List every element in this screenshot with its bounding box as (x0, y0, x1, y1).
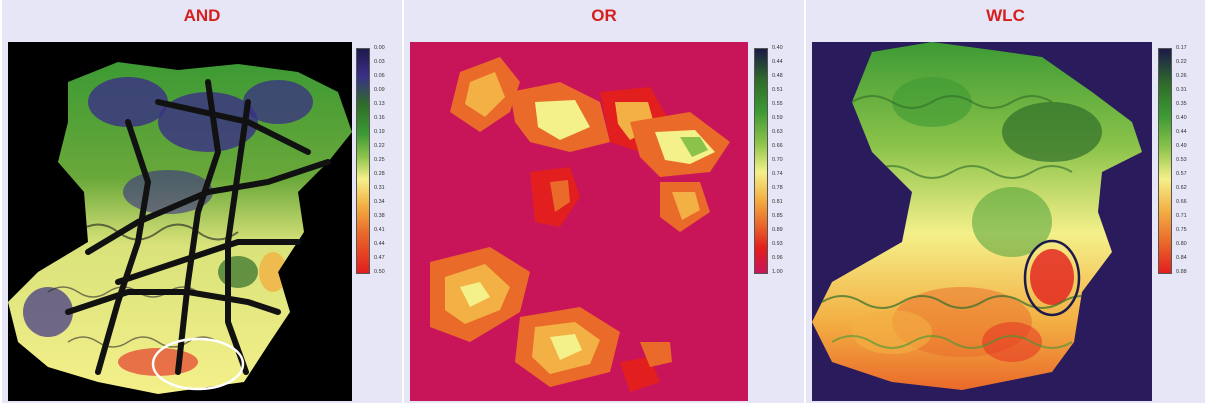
tick-label: 0.06 (374, 73, 385, 79)
legend-and: 0.00 0.03 0.06 0.09 0.13 0.16 0.19 0.22 … (356, 44, 402, 280)
road-network (65, 79, 331, 375)
colorbar-and (356, 48, 370, 274)
colorbar-labels-or: 0.40 0.44 0.48 0.51 0.55 0.59 0.63 0.66 … (772, 44, 798, 280)
tick-label: 0.66 (1176, 199, 1187, 205)
tick-label: 0.41 (374, 227, 385, 233)
highlight-ellipse (151, 337, 245, 391)
suitable-patches (430, 57, 730, 392)
tick-label: 0.47 (374, 255, 385, 261)
tick-label: 0.49 (1176, 143, 1187, 149)
colorbar-or (754, 48, 768, 274)
colorbar-wlc (1158, 48, 1172, 274)
tick-label: 0.93 (772, 241, 783, 247)
colorbar-labels-and: 0.00 0.03 0.06 0.09 0.13 0.16 0.19 0.22 … (374, 44, 400, 280)
tick-label: 0.89 (772, 227, 783, 233)
tick-label: 0.22 (1176, 59, 1187, 65)
tick-label: 0.31 (374, 185, 385, 191)
tick-label: 0.62 (1176, 185, 1187, 191)
tick-label: 0.74 (772, 171, 783, 177)
tick-label: 0.78 (772, 185, 783, 191)
tick-label: 0.25 (374, 157, 385, 163)
tick-label: 0.09 (374, 87, 385, 93)
tick-label: 0.59 (772, 115, 783, 121)
tick-label: 0.48 (772, 73, 783, 79)
tick-label: 0.22 (374, 143, 385, 149)
tick-label: 0.34 (374, 199, 385, 205)
tick-label: 0.96 (772, 255, 783, 261)
highlight-ellipse (1023, 239, 1081, 317)
tick-label: 0.16 (374, 115, 385, 121)
panel-or: OR (404, 0, 804, 403)
legend-or: 0.40 0.44 0.48 0.51 0.55 0.59 0.63 0.66 … (754, 44, 802, 280)
tick-label: 0.80 (1176, 241, 1187, 247)
tick-label: 0.44 (374, 241, 385, 247)
panel-title-wlc: WLC (986, 6, 1025, 25)
tick-label: 0.81 (772, 199, 783, 205)
suitability-texture (821, 77, 1103, 362)
tick-label: 0.85 (772, 213, 783, 219)
tick-label: 0.31 (1176, 87, 1187, 93)
map-or (410, 42, 748, 401)
tick-label: 0.38 (374, 213, 385, 219)
tick-label: 0.19 (374, 129, 385, 135)
panel-title-and: AND (183, 6, 221, 25)
tick-label: 0.03 (374, 59, 385, 65)
tick-label: 0.63 (772, 129, 783, 135)
tick-label: 0.44 (1176, 129, 1187, 135)
tick-label: 0.26 (1176, 73, 1187, 79)
tick-label: 0.28 (374, 171, 385, 177)
colorbar-labels-wlc: 0.17 0.22 0.26 0.31 0.35 0.40 0.44 0.49 … (1176, 44, 1202, 280)
legend-wlc: 0.17 0.22 0.26 0.31 0.35 0.40 0.44 0.49 … (1158, 44, 1204, 280)
tick-label: 0.50 (374, 269, 385, 275)
map-wlc (812, 42, 1152, 401)
tick-label: 0.40 (772, 45, 783, 51)
tick-label: 0.88 (1176, 269, 1187, 275)
tick-label: 0.00 (374, 45, 385, 51)
tick-label: 0.57 (1176, 171, 1187, 177)
tick-label: 1.00 (772, 269, 783, 275)
panel-title-or: OR (591, 6, 617, 25)
tick-label: 0.51 (772, 87, 783, 93)
tick-label: 0.35 (1176, 101, 1187, 107)
map-and (8, 42, 352, 401)
tick-label: 0.71 (1176, 213, 1187, 219)
panel-and: AND (2, 0, 402, 403)
tick-label: 0.84 (1176, 255, 1187, 261)
tick-label: 0.44 (772, 59, 783, 65)
panel-wlc: WLC (806, 0, 1205, 403)
tick-label: 0.66 (772, 143, 783, 149)
tick-label: 0.40 (1176, 115, 1187, 121)
tick-label: 0.55 (772, 101, 783, 107)
tick-label: 0.53 (1176, 157, 1187, 163)
tick-label: 0.75 (1176, 227, 1187, 233)
tick-label: 0.17 (1176, 45, 1187, 51)
tick-label: 0.70 (772, 157, 783, 163)
tick-label: 0.13 (374, 101, 385, 107)
